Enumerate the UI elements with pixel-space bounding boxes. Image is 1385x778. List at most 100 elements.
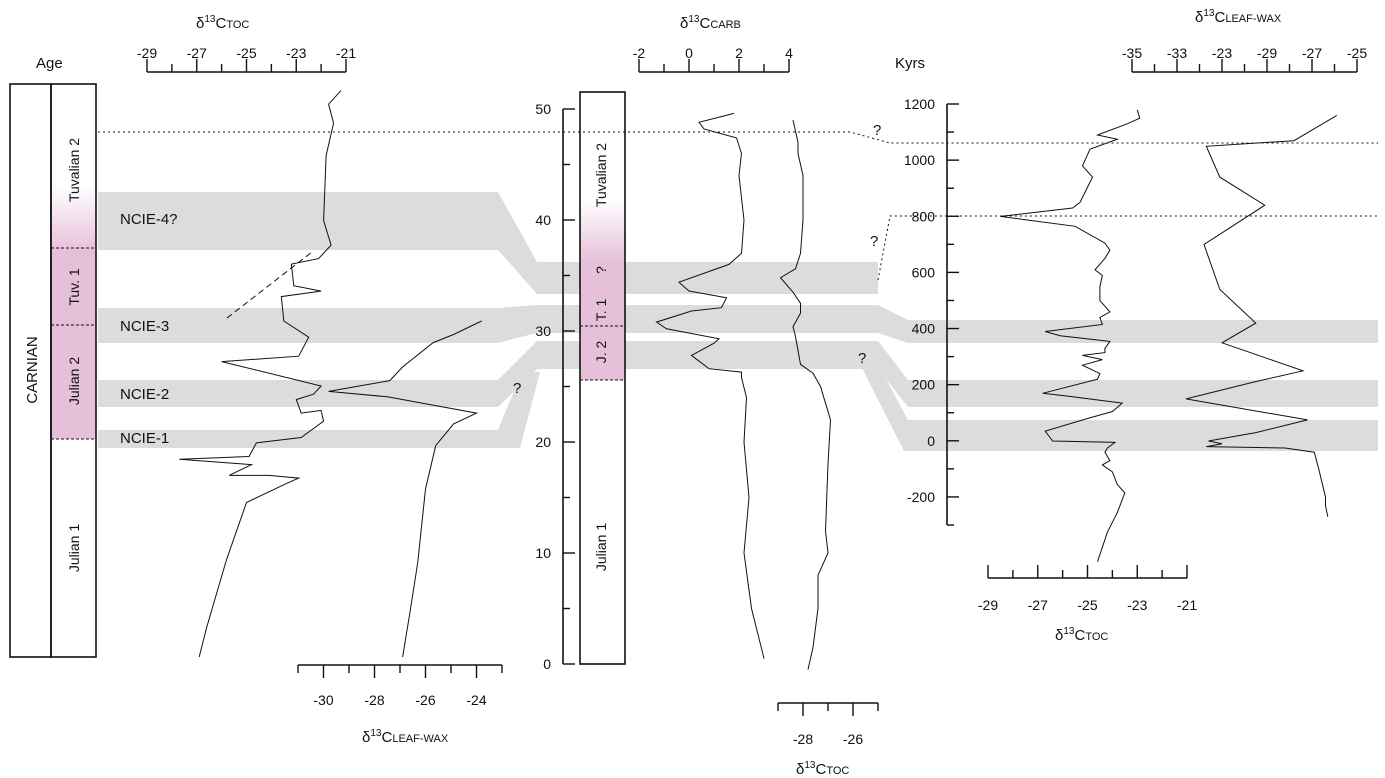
title-left-toc: δ13CTOC	[196, 14, 249, 32]
middle-stratigraphic-column: Tuvalian 2 T. 1 ? J. 2 Julian 1	[579, 91, 626, 665]
band-ncie-2	[98, 341, 1378, 407]
event-label-ncie-4: NCIE-4?	[120, 211, 178, 228]
tick-label-left-toc: -25	[236, 45, 256, 61]
tick-label-mid-height: 50	[535, 101, 551, 117]
tick-label-right-kyrs: 0	[927, 433, 935, 449]
series-line-2	[655, 112, 765, 659]
tuv1-dashed-link	[226, 251, 313, 319]
tick-label-right-leafwax: -25	[1347, 45, 1367, 61]
band-ncie-3	[98, 305, 1378, 343]
tick-label-right-kyrs: 1000	[904, 152, 935, 168]
axis-left-leafwax: -30 -28 -26 -24	[297, 664, 503, 708]
axis-right-toc: -29 -27 -25 -23 -21	[978, 565, 1197, 613]
tick-label-right-leafwax: -23	[1212, 45, 1232, 61]
right-tie-lines	[98, 131, 1378, 319]
event-labels: NCIE-4? NCIE-3 NCIE-2 NCIE-1	[120, 211, 178, 447]
tick-label-right-leafwax: -35	[1122, 45, 1142, 61]
series-line-0	[179, 90, 342, 658]
event-label-ncie-3: NCIE-3	[120, 318, 169, 335]
axis-right-kyrs: -200 0 200 400 600 800 1000 1200	[904, 96, 959, 526]
tick-label-right-toc: -23	[1127, 597, 1147, 613]
left-substage-julian-2: Julian 2	[66, 357, 82, 405]
mid-substage-j-2: J. 2	[593, 341, 609, 364]
event-label-ncie-1: NCIE-1	[120, 430, 169, 447]
series-line-5	[1185, 114, 1338, 517]
event-label-ncie-2: NCIE-2	[120, 386, 169, 403]
tick-label-left-toc: -29	[137, 45, 157, 61]
substage-box-left	[50, 83, 97, 658]
tick-label-right-kyrs: 400	[912, 321, 936, 337]
tick-label-right-kyrs: 1200	[904, 96, 935, 112]
tick-label-left-toc: -27	[187, 45, 207, 61]
series-line-4	[1000, 109, 1141, 562]
tick-label-right-kyrs: 800	[912, 208, 936, 224]
tick-label-right-toc: -29	[978, 597, 998, 613]
mid-substage-box	[579, 91, 626, 665]
tick-label-right-toc: -27	[1028, 597, 1048, 613]
tick-label-mid-height: 10	[535, 545, 551, 561]
tick-label-mid-carb: -2	[633, 45, 646, 61]
carnian-label: CARNIAN	[24, 336, 41, 404]
band-ncie-1	[98, 372, 540, 448]
tick-label-right-kyrs: -200	[907, 489, 935, 505]
tie-line-800	[877, 215, 1378, 281]
question-mark-mid: ?	[870, 233, 878, 250]
tick-label-left-leafwax: -26	[415, 692, 435, 708]
tick-label-right-leafwax: -33	[1167, 45, 1187, 61]
question-mark-right: ?	[858, 350, 866, 367]
left-tuvalian2-fade	[51, 185, 96, 248]
mid-substage-t-1: T. 1	[593, 299, 609, 322]
tick-label-left-toc: -21	[336, 45, 356, 61]
axis-mid-carb: -2 0 2 4	[633, 45, 793, 73]
question-mark-top: ?	[873, 122, 881, 139]
series-line-3	[779, 119, 832, 670]
tie-line-1050	[98, 131, 1378, 144]
left-julian-tuvalian-fill	[51, 248, 96, 439]
mid-substage-tuvalian-2: Tuvalian 2	[593, 143, 609, 207]
tick-label-right-leafwax: -27	[1302, 45, 1322, 61]
tick-label-left-leafwax: -24	[466, 692, 486, 708]
band-ncie-1-right	[862, 368, 1378, 451]
left-substage-tuv-1: Tuv. 1	[66, 268, 82, 306]
title-right-toc: δ13CTOC	[1055, 626, 1108, 644]
series-line-1	[328, 320, 482, 658]
band-ncie-4	[98, 192, 878, 294]
tick-label-left-toc: -23	[286, 45, 306, 61]
kyrs-label: Kyrs	[895, 55, 925, 72]
axes-layer: -29 -27 -25 -23 -21-30 -28 -26 -24-2 0 2 4-28 -26-2…	[137, 45, 1367, 747]
tick-label-mid-height: 30	[535, 323, 551, 339]
mid-fade	[580, 200, 625, 262]
tick-label-right-toc: -25	[1077, 597, 1097, 613]
axis-mid-height: 0 10 20 30 40 50	[535, 101, 575, 672]
mid-substage-julian-1: Julian 1	[593, 523, 609, 571]
left-stratigraphic-column: Age CARNIAN Tuvalian 2 Tuv. 1 Julian 2 J…	[9, 55, 97, 658]
axis-left-toc: -29 -27 -25 -23 -21	[137, 45, 356, 73]
left-substage-tuvalian-2: Tuvalian 2	[66, 138, 82, 202]
tick-label-right-leafwax: -29	[1257, 45, 1277, 61]
tick-label-left-leafwax: -28	[364, 692, 384, 708]
tick-label-mid-height: 40	[535, 212, 551, 228]
tick-label-mid-carb: 4	[785, 45, 793, 61]
tick-label-right-kyrs: 200	[912, 377, 936, 393]
tick-label-mid-height: 0	[543, 656, 551, 672]
left-substage-julian-1: Julian 1	[66, 524, 82, 572]
age-label: Age	[36, 55, 63, 72]
title-right-leafwax: δ13CLEAF-WAX	[1195, 8, 1282, 26]
mid-substage-question: ?	[593, 266, 609, 274]
axis-right-leafwax: -35 -33 -23 -29 -27 -25	[1122, 45, 1367, 73]
tick-label-right-kyrs: 600	[912, 264, 936, 280]
axis-mid-toc: -28 -26	[777, 702, 879, 747]
title-mid-carb: δ13CCARB	[680, 14, 741, 32]
question-mark-left: ?	[513, 380, 521, 397]
title-mid-toc: δ13CTOC	[796, 760, 849, 778]
series-layer	[179, 90, 1338, 670]
tick-label-mid-toc: -26	[843, 731, 863, 747]
tick-label-mid-carb: 2	[735, 45, 743, 61]
correlation-bands	[98, 192, 1378, 451]
tick-label-right-toc: -21	[1177, 597, 1197, 613]
tick-label-left-leafwax: -30	[313, 692, 333, 708]
title-left-leafwax: δ13CLEAF-WAX	[362, 728, 449, 746]
tick-label-mid-toc: -28	[793, 731, 813, 747]
mid-fill	[580, 262, 625, 380]
